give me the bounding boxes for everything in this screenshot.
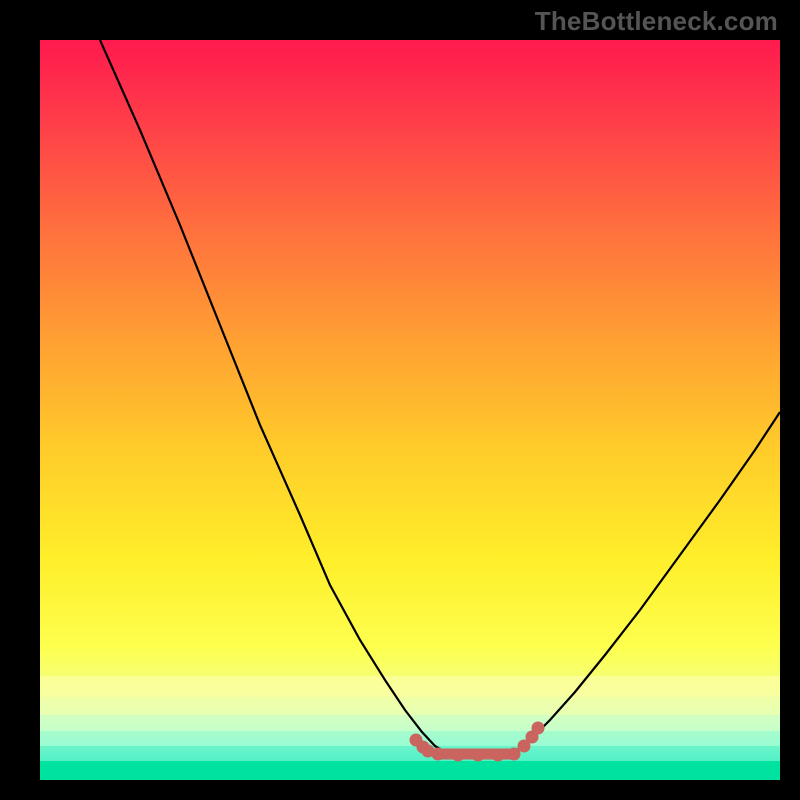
valley-marker	[472, 749, 485, 762]
watermark-text: TheBottleneck.com	[535, 6, 778, 37]
bottleneck-curve-chart	[40, 40, 780, 780]
outer-frame: TheBottleneck.com	[0, 0, 800, 800]
valley-marker	[432, 748, 445, 761]
valley-marker	[532, 722, 545, 735]
left-curve-line	[100, 40, 445, 752]
valley-marker	[452, 749, 465, 762]
valley-marker	[492, 749, 505, 762]
right-curve-line	[515, 412, 780, 752]
plot-area	[40, 40, 780, 780]
